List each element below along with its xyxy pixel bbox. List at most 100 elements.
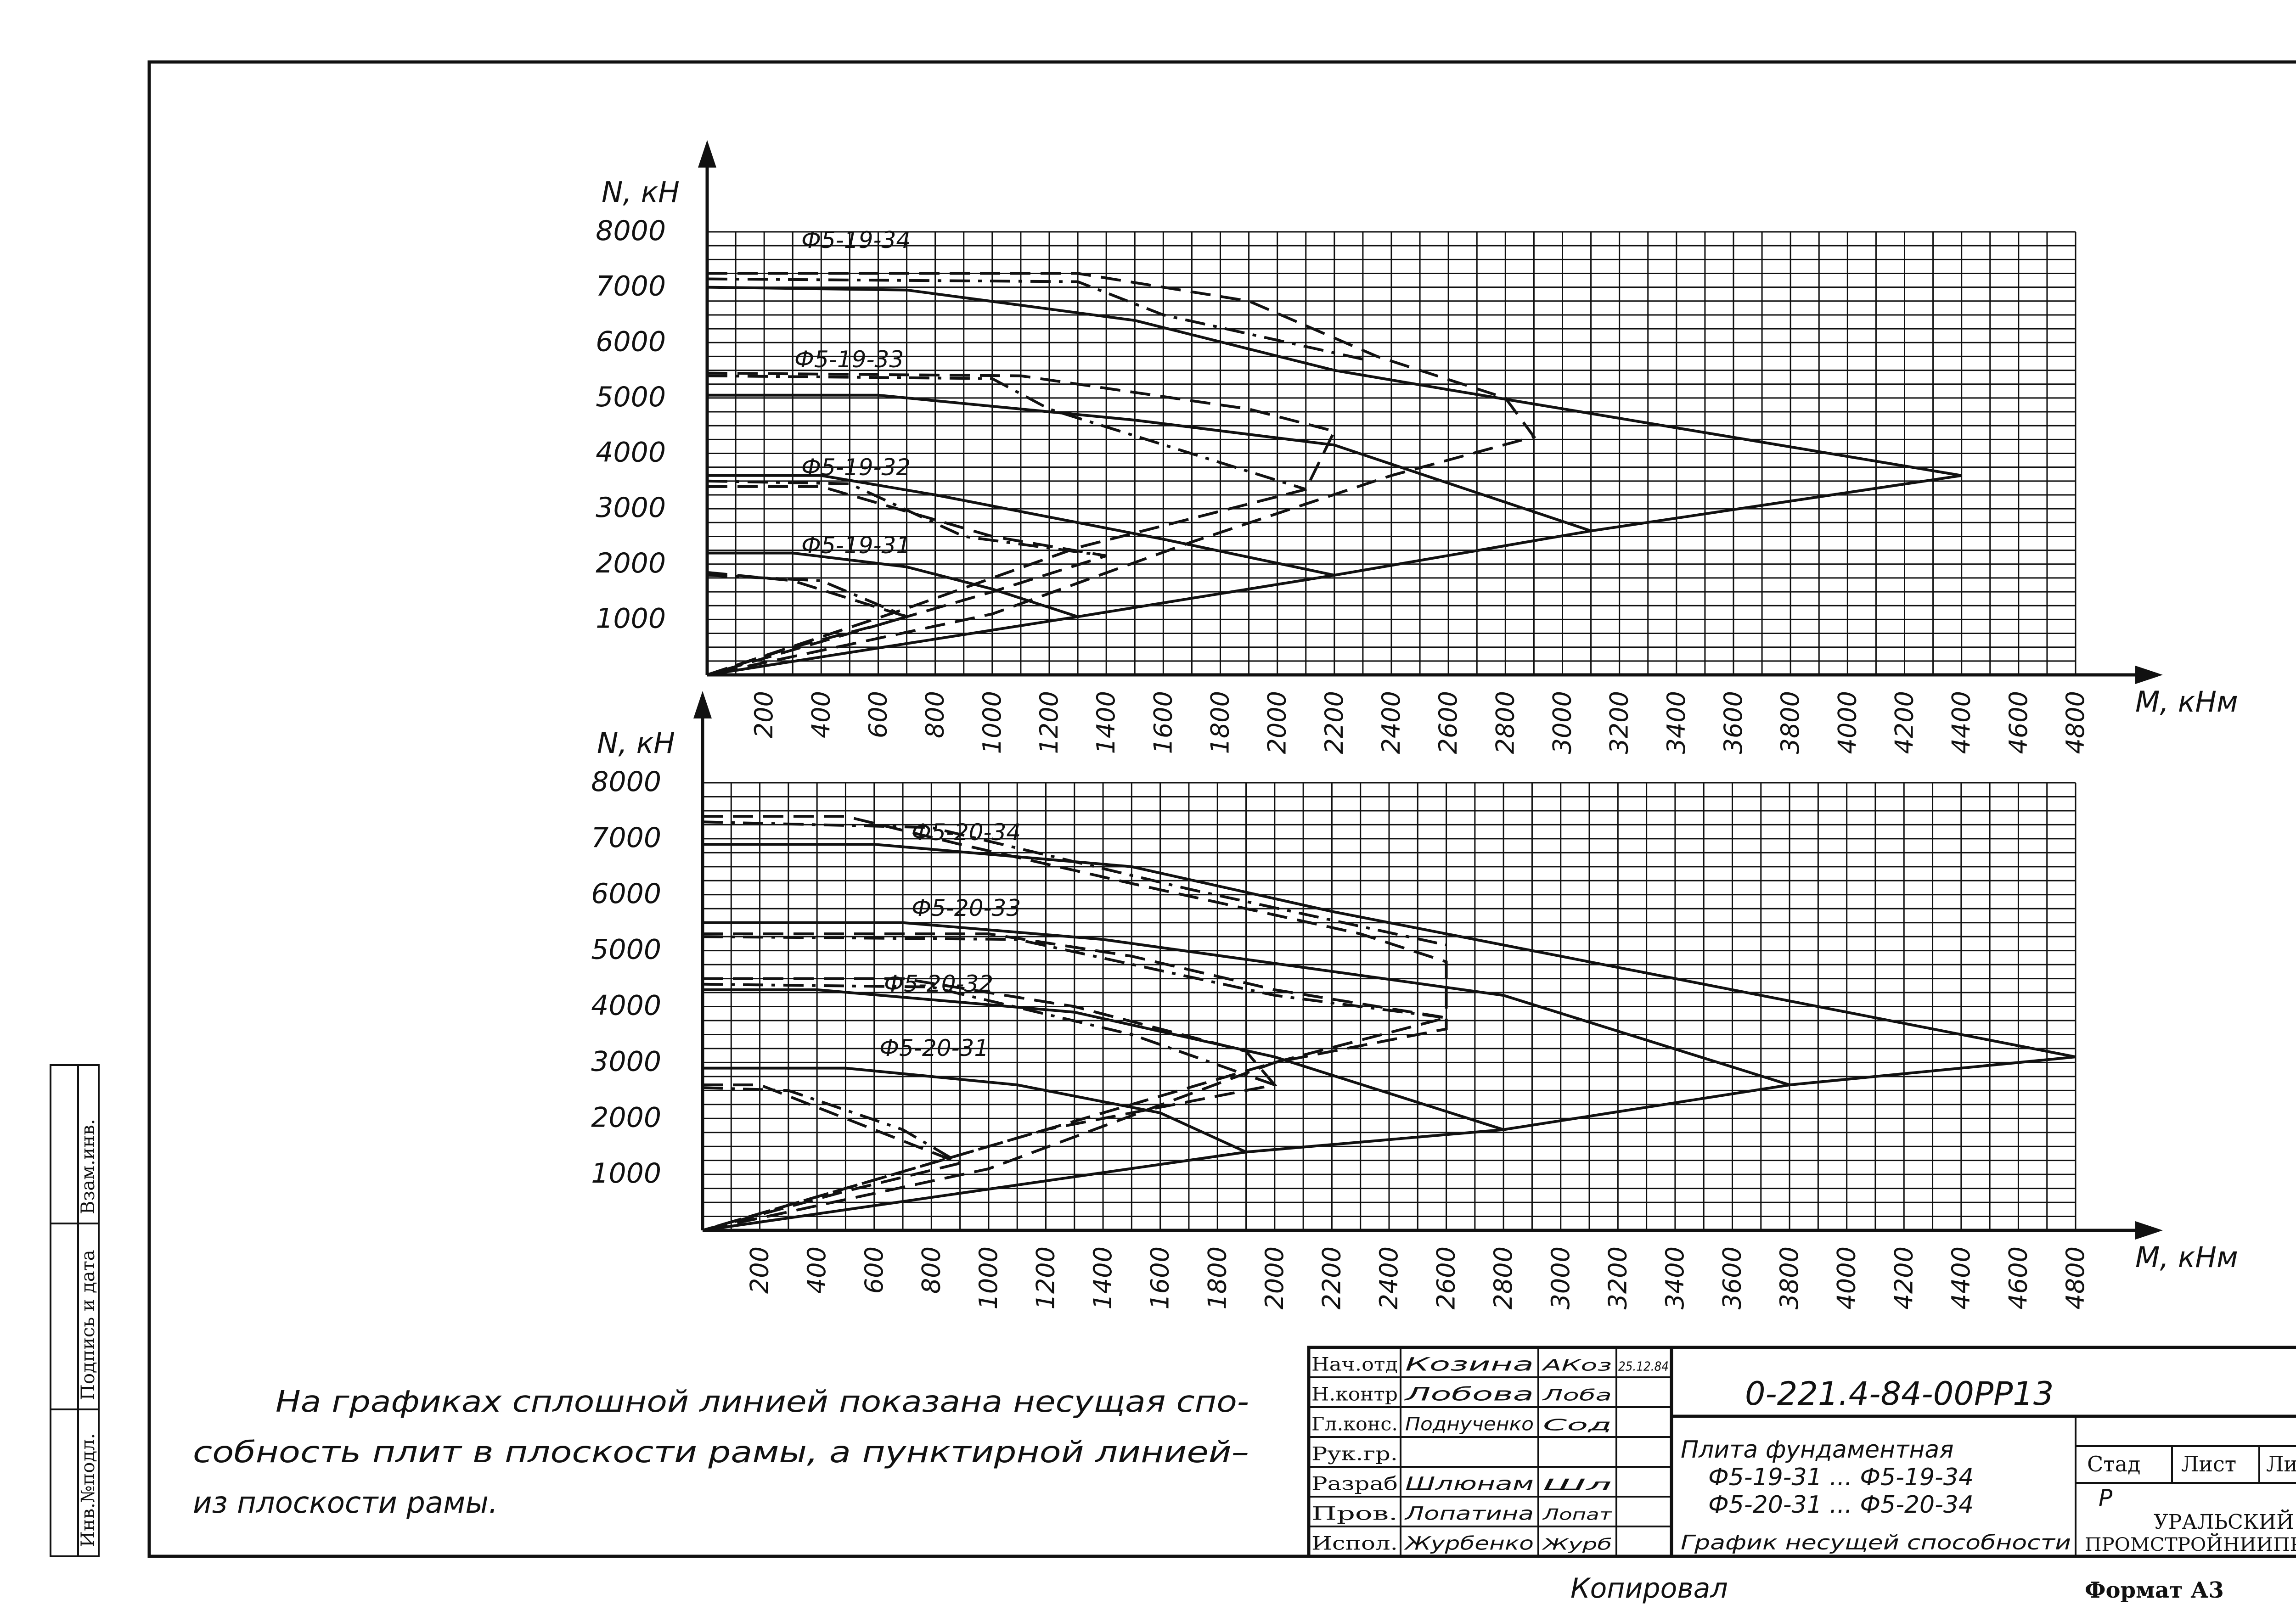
- chart-grid: [702, 782, 2077, 1231]
- x-tick-label: 4600: [2004, 691, 2033, 754]
- stamp-name: Поднученко: [1405, 1414, 1534, 1435]
- stamp-signature: Шл: [1543, 1476, 1612, 1494]
- title-line-2: Ф5-19-31 ... Ф5-19-34: [1708, 1464, 1974, 1491]
- curve-label: Ф5-19-33: [794, 346, 904, 373]
- document-code: 0-221.4-84-00РР13: [1745, 1375, 2054, 1413]
- series-line: [707, 286, 1962, 477]
- x-tick-label: 1400: [1092, 691, 1120, 754]
- stamp-role: Испол.: [1311, 1533, 1398, 1554]
- x-tick-label: 600: [860, 1246, 889, 1294]
- x-tick-label: 2200: [1320, 691, 1349, 754]
- sheet-label: Лист: [2181, 1452, 2236, 1476]
- series-line: [702, 820, 1447, 947]
- x-tick-label: 800: [917, 1246, 945, 1294]
- sheet-frame: [147, 60, 2296, 1558]
- x-tick-label: 2200: [1317, 1246, 1346, 1309]
- x-tick-label: 4800: [2061, 691, 2090, 754]
- x-tick-label: 3800: [1775, 1246, 1804, 1309]
- x-tick-label: 2800: [1489, 1246, 1518, 1309]
- x-tick-label: 1600: [1146, 1246, 1175, 1309]
- y-tick-label: 1000: [596, 602, 666, 634]
- stamp-role: Нач.отд: [1311, 1354, 1398, 1375]
- x-tick-label: 3000: [1548, 691, 1577, 754]
- x-tick-label: 3200: [1603, 1246, 1632, 1309]
- x-tick-label: 2000: [1263, 691, 1292, 754]
- x-tick-label: 400: [802, 1246, 831, 1294]
- curve-label: Ф5-20-31: [879, 1035, 989, 1061]
- stamp-role: Гл.конс.: [1311, 1414, 1398, 1435]
- series-line: [707, 485, 1107, 676]
- x-axis-arrow: [2135, 1221, 2163, 1240]
- x-axis-arrow: [2135, 666, 2163, 684]
- y-tick-label: 1000: [591, 1157, 661, 1190]
- series-line: [707, 371, 1337, 676]
- curve-label: Ф5-20-33: [912, 895, 1021, 921]
- stamp-role: Разраб: [1311, 1474, 1398, 1495]
- sheets-label: Листов: [2266, 1452, 2296, 1476]
- y-tick-label: 5000: [591, 934, 661, 966]
- organization-line-2: ПРОМСТРОЙНИИПРОЕКТ: [2085, 1533, 2296, 1555]
- x-tick-label: 2800: [1491, 691, 1519, 754]
- sheet-format: Формат А3: [2085, 1577, 2224, 1603]
- stamp-date: 25.12.84: [1618, 1359, 1669, 1374]
- x-tick-label: 4000: [1833, 691, 1862, 754]
- stamp-signature: Сод: [1543, 1416, 1612, 1435]
- series-line: [702, 977, 1277, 1232]
- series-line: [703, 843, 2076, 1059]
- stamp-roles: Нач.отд Козина АКоз 25.12.84 Н.контр Лобова Ло…: [1309, 1354, 1671, 1554]
- x-tick-label: 1400: [1088, 1246, 1117, 1309]
- side-table-inventory: Инв.№подл.: [78, 1433, 99, 1547]
- stamp-signature: Лоба: [1542, 1386, 1612, 1405]
- y-tick-label: 7000: [596, 270, 666, 303]
- curve-label: Ф5-19-32: [801, 454, 911, 481]
- x-tick-label: 3000: [1546, 1246, 1575, 1309]
- organization-line-1: УРАЛЬСКИЙ: [2154, 1509, 2294, 1534]
- x-tick-label: 1000: [978, 691, 1007, 754]
- x-tick-label: 1800: [1203, 1246, 1232, 1309]
- series-line: [702, 815, 1448, 1232]
- y-tick-label: 3000: [596, 492, 666, 524]
- series-line: [702, 982, 1275, 1086]
- series-line: [707, 474, 1962, 676]
- y-axis-label: N, кН: [597, 726, 675, 760]
- y-axis-arrow: [693, 691, 712, 718]
- x-tick-label: 4600: [2003, 1246, 2032, 1309]
- series-line: [703, 988, 1504, 1131]
- stamp-role: Рук.гр.: [1311, 1444, 1398, 1465]
- x-tick-label: 1600: [1148, 691, 1177, 754]
- series-line: [703, 921, 1790, 1086]
- stamp-name: Козина: [1405, 1354, 1534, 1375]
- x-axis-label: M, кНм: [2135, 685, 2238, 718]
- x-tick-label: 4800: [2061, 1246, 2090, 1309]
- y-axis-label: N, кН: [602, 175, 680, 209]
- stage-label: Стад: [2087, 1452, 2140, 1476]
- stamp-name: Шлюнам: [1405, 1474, 1534, 1495]
- series-line: [702, 1055, 2076, 1232]
- series-line: [702, 932, 1447, 1232]
- curve-label: Ф5-20-34: [912, 819, 1021, 846]
- x-tick-label: 2600: [1434, 691, 1463, 754]
- x-tick-label: 400: [806, 691, 835, 738]
- side-table: Инв.№подл. Подпись и дата Взам.инв.: [50, 1064, 100, 1557]
- series-line: [702, 1086, 961, 1165]
- series-line: [707, 393, 1592, 533]
- note: На графиках сплошной линией показана нес…: [193, 1385, 1249, 1520]
- title-line-1: Плита фундаментная: [1681, 1436, 1954, 1464]
- x-tick-label: 3400: [1660, 1246, 1689, 1309]
- y-tick-label: 8000: [596, 215, 666, 247]
- stamp-signature: Журб: [1542, 1536, 1612, 1554]
- curve-label: Ф5-19-31: [801, 532, 911, 559]
- x-tick-label: 1200: [1031, 1246, 1060, 1309]
- title-block: 0-221.4-84-00РР13 Плита фундаментная Ф5-…: [1307, 1346, 2296, 1558]
- series-line: [707, 374, 1306, 491]
- y-tick-label: 2000: [596, 547, 666, 579]
- chart-grid: [706, 231, 2077, 676]
- x-tick-label: 2400: [1374, 1246, 1403, 1309]
- side-table-replace: Взам.инв.: [78, 1119, 99, 1214]
- x-tick-label: 1000: [974, 1246, 1003, 1309]
- x-tick-label: 1200: [1035, 691, 1064, 754]
- y-tick-label: 5000: [596, 381, 666, 413]
- y-tick-label: 2000: [591, 1101, 661, 1133]
- x-tick-label: 1800: [1206, 691, 1235, 754]
